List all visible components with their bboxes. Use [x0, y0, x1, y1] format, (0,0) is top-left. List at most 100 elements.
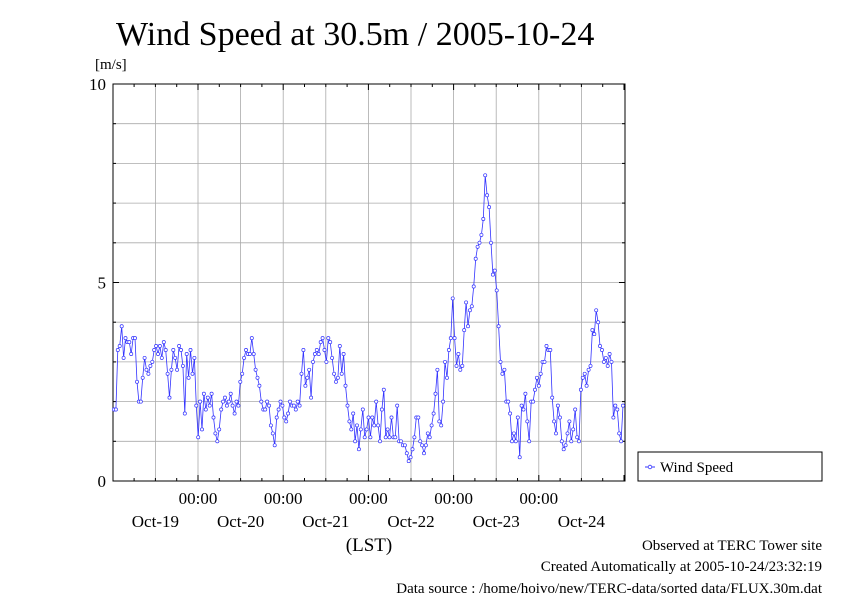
x-tick-time-label: 00:00	[434, 489, 473, 508]
data-point	[255, 375, 260, 380]
data-point	[263, 407, 268, 412]
data-point	[563, 443, 568, 448]
data-point	[232, 411, 237, 416]
data-point	[286, 411, 291, 416]
y-axis-unit-label: [m/s]	[95, 57, 127, 73]
data-point	[441, 399, 446, 404]
data-point	[320, 336, 325, 341]
data-point	[554, 431, 558, 436]
y-tick-label: 10	[89, 75, 106, 94]
data-point	[615, 407, 620, 412]
data-point	[573, 407, 578, 412]
legend-swatch-marker	[647, 464, 653, 470]
data-point	[115, 348, 120, 352]
data-point	[609, 359, 614, 364]
data-point	[477, 240, 482, 245]
data-point	[278, 399, 283, 404]
data-point	[200, 427, 204, 432]
x-tick-time-label: 00:00	[519, 489, 558, 508]
data-point	[561, 447, 566, 452]
data-point	[322, 348, 327, 352]
data-point	[156, 352, 160, 356]
data-point	[121, 355, 126, 360]
data-point	[288, 399, 292, 404]
data-point	[182, 411, 187, 416]
data-point	[435, 367, 440, 372]
data-point	[408, 455, 413, 460]
data-point	[171, 348, 176, 352]
data-point	[324, 359, 329, 364]
data-point	[552, 419, 557, 424]
data-point	[349, 427, 354, 432]
data-point	[370, 415, 375, 420]
data-point	[422, 451, 426, 456]
data-point	[270, 431, 275, 436]
data-point	[427, 435, 432, 440]
data-point	[534, 375, 539, 380]
data-point	[198, 399, 203, 404]
data-point	[613, 403, 618, 408]
data-point	[588, 363, 593, 368]
data-point	[180, 363, 185, 368]
x-tick-date-label: Oct-21	[302, 512, 349, 531]
data-point	[345, 403, 350, 408]
data-point	[496, 324, 501, 329]
data-point	[177, 344, 182, 348]
data-point	[399, 439, 403, 444]
data-point	[238, 379, 243, 384]
data-point	[217, 427, 222, 432]
data-point	[479, 232, 484, 237]
data-point	[127, 340, 132, 345]
data-point	[446, 348, 451, 352]
data-point	[431, 411, 436, 416]
data-point	[500, 371, 505, 376]
data-point	[244, 348, 248, 352]
x-axis-label: (LST)	[346, 535, 392, 556]
chart-title: Wind Speed at 30.5m / 2005-10-24	[116, 16, 594, 53]
data-point	[387, 435, 392, 440]
data-point	[341, 352, 346, 356]
data-point	[596, 320, 601, 325]
data-point	[347, 419, 352, 424]
data-point	[385, 427, 390, 432]
data-point	[154, 344, 159, 348]
data-point	[594, 308, 599, 313]
data-point	[471, 284, 476, 289]
data-point	[194, 403, 199, 408]
data-point	[253, 367, 258, 372]
data-point	[513, 439, 518, 444]
data-point	[339, 371, 344, 376]
data-point	[379, 407, 384, 412]
data-point	[523, 391, 528, 396]
x-tick-time-label: 00:00	[179, 489, 218, 508]
data-point	[402, 443, 407, 448]
data-point	[364, 427, 369, 432]
data-point	[603, 355, 608, 360]
data-point	[297, 403, 302, 408]
data-point	[510, 439, 514, 444]
data-point	[299, 371, 304, 376]
data-point	[184, 352, 189, 356]
data-point	[309, 395, 314, 400]
data-point	[617, 431, 622, 436]
data-point	[169, 367, 174, 372]
data-point	[223, 395, 227, 400]
data-point	[211, 415, 216, 420]
data-point	[536, 383, 541, 388]
data-point	[228, 391, 233, 396]
y-tick-label: 5	[98, 274, 107, 293]
data-point	[515, 415, 520, 420]
data-point	[582, 371, 587, 376]
data-point	[433, 391, 438, 396]
data-point	[138, 399, 143, 404]
data-point	[144, 367, 149, 372]
data-point	[209, 391, 214, 396]
data-point	[621, 403, 625, 408]
data-point	[142, 355, 147, 360]
data-point	[301, 348, 306, 352]
data-point	[113, 407, 118, 412]
data-point	[150, 359, 155, 364]
data-point	[577, 439, 581, 444]
data-point	[293, 407, 298, 412]
